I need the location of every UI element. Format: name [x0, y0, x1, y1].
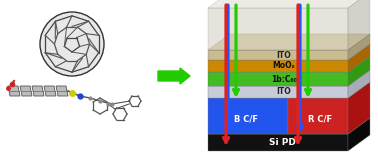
- Circle shape: [40, 12, 104, 76]
- Polygon shape: [208, 34, 370, 50]
- Polygon shape: [348, 34, 370, 60]
- Polygon shape: [288, 98, 348, 134]
- Polygon shape: [56, 86, 68, 96]
- Polygon shape: [208, 50, 348, 60]
- Polygon shape: [208, 60, 348, 72]
- Polygon shape: [348, 44, 370, 72]
- Text: ITO: ITO: [277, 88, 291, 97]
- Polygon shape: [348, 56, 370, 86]
- Polygon shape: [208, 118, 370, 134]
- Text: 1b:C₆₀: 1b:C₆₀: [271, 75, 297, 83]
- Text: MoOₓ: MoOₓ: [273, 61, 295, 71]
- Polygon shape: [208, 0, 370, 8]
- Text: ITO: ITO: [277, 51, 291, 59]
- FancyArrow shape: [158, 68, 190, 84]
- Polygon shape: [208, 70, 370, 86]
- Polygon shape: [208, 44, 370, 60]
- Text: Si PD: Si PD: [268, 138, 296, 147]
- Polygon shape: [208, 72, 348, 86]
- Text: R C/F: R C/F: [308, 115, 332, 124]
- Polygon shape: [208, 134, 348, 151]
- Polygon shape: [348, 82, 370, 134]
- Polygon shape: [32, 86, 44, 96]
- Polygon shape: [208, 8, 348, 50]
- Polygon shape: [208, 82, 310, 98]
- Polygon shape: [208, 86, 348, 98]
- Polygon shape: [8, 86, 20, 96]
- Polygon shape: [208, 98, 288, 134]
- Polygon shape: [348, 118, 370, 151]
- Polygon shape: [288, 82, 310, 134]
- Polygon shape: [44, 86, 56, 96]
- Polygon shape: [20, 86, 32, 96]
- Polygon shape: [208, 56, 370, 72]
- Text: B C/F: B C/F: [234, 115, 258, 124]
- Polygon shape: [288, 82, 370, 98]
- Polygon shape: [348, 0, 370, 50]
- Polygon shape: [348, 70, 370, 98]
